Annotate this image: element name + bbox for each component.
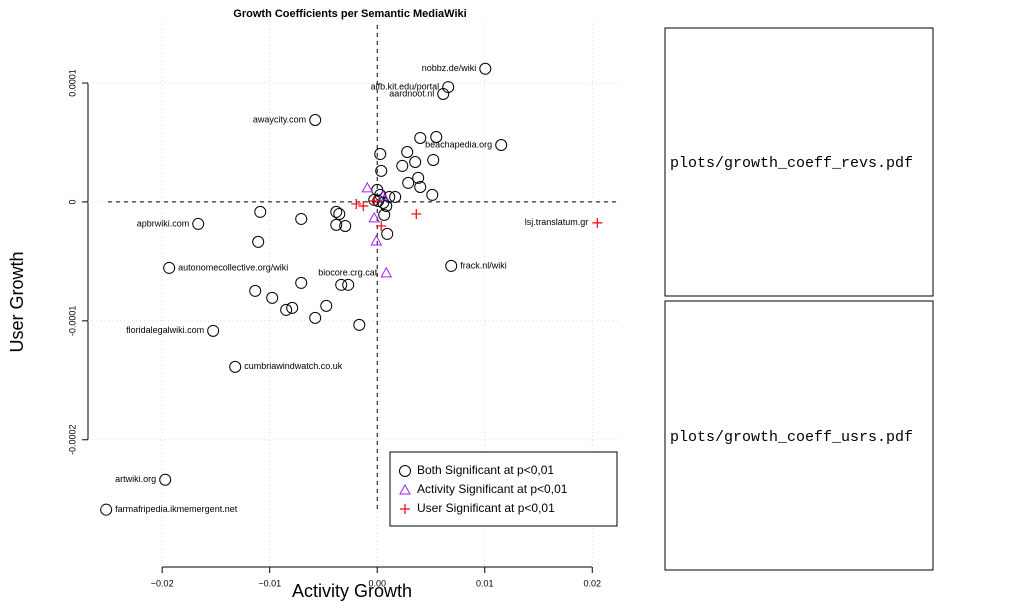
legend-marker	[400, 504, 410, 514]
point	[309, 114, 322, 127]
point	[295, 276, 308, 289]
point	[427, 153, 440, 166]
point	[377, 189, 390, 201]
x-tick-label: 0.02	[584, 578, 602, 588]
point-label: awaycity.com	[253, 114, 306, 124]
x-tick-label: −0.02	[151, 578, 174, 588]
x-tick-label: −0.01	[258, 578, 281, 588]
point-label: cumbriawindwatch.co.uk	[244, 361, 343, 371]
point	[254, 205, 267, 218]
legend-box	[389, 451, 618, 527]
y-tick-label: -0.0002	[67, 424, 77, 455]
point	[412, 171, 425, 184]
point	[375, 164, 388, 177]
point	[159, 473, 172, 486]
point	[411, 208, 422, 219]
y-tick-label: 0.0001	[67, 69, 77, 97]
point	[369, 195, 380, 206]
point	[402, 176, 415, 189]
x-axis-label: Activity Growth	[292, 581, 412, 601]
point	[330, 218, 343, 231]
point-label: aardnoot.nl	[389, 88, 434, 98]
point-label: farmafripedia.ikmemergent.net	[115, 504, 238, 514]
point	[100, 503, 113, 516]
point	[370, 234, 383, 246]
point	[389, 190, 402, 203]
point	[358, 200, 369, 211]
point-label: apbrwiki.com	[137, 218, 190, 228]
point	[592, 217, 603, 228]
point	[378, 208, 391, 221]
point	[252, 235, 265, 248]
point	[426, 188, 439, 201]
point-label: biocore.crg.cat	[318, 267, 378, 277]
point	[163, 261, 176, 274]
point	[361, 181, 374, 193]
placeholder-box	[664, 27, 934, 297]
point-label: floridalegalwiki.com	[126, 325, 204, 335]
point-label: lsj.translatum.gr	[525, 217, 589, 227]
point	[368, 211, 381, 223]
point-label: artwiki.org	[115, 474, 156, 484]
point	[381, 227, 394, 240]
legend-label: Both Significant at p<0,01	[417, 463, 554, 477]
point	[207, 324, 220, 337]
point-label: aifb.kit.edu/portal	[371, 81, 440, 91]
point	[351, 198, 362, 209]
point	[495, 138, 508, 151]
point	[249, 284, 262, 297]
point	[396, 159, 409, 172]
point	[353, 318, 366, 331]
x-tick-label: 0.00	[368, 578, 386, 588]
x-tick-label: 0.01	[476, 578, 494, 588]
point	[286, 301, 299, 314]
point	[377, 196, 390, 209]
placeholder-text: plots/growth_coeff_usrs.pdf	[670, 429, 913, 446]
y-tick-label: -0.0001	[67, 306, 77, 337]
point-label: nobbz.de/wiki	[422, 63, 477, 73]
point	[374, 148, 387, 161]
point	[409, 155, 422, 168]
y-axis-label: User Growth	[7, 251, 27, 352]
point	[229, 360, 242, 373]
point	[266, 291, 279, 304]
point	[280, 303, 293, 316]
point	[445, 259, 458, 272]
point-label: beachapedia.org	[425, 139, 492, 149]
point	[192, 217, 205, 230]
point	[430, 131, 443, 144]
legend-label: Activity Significant at p<0,01	[417, 482, 568, 496]
placeholder-text: plots/growth_coeff_revs.pdf	[670, 155, 913, 172]
point-label: frack.nl/wiki	[460, 260, 507, 270]
placeholder-box	[664, 300, 934, 571]
point	[309, 311, 322, 324]
chart-title: Growth Coefficients per Semantic MediaWi…	[233, 8, 466, 20]
point-label: autonomecollective.org/wiki	[178, 262, 288, 272]
point	[479, 62, 492, 75]
legend-label: User Significant at p<0,01	[417, 501, 555, 515]
legend-marker	[399, 483, 411, 495]
point	[333, 207, 346, 220]
point	[376, 220, 387, 231]
point	[335, 278, 348, 291]
point	[401, 145, 414, 158]
y-tick-label: 0	[67, 199, 77, 204]
point	[380, 266, 393, 278]
point	[342, 278, 355, 291]
point	[295, 212, 308, 225]
point	[320, 299, 333, 312]
point	[437, 87, 450, 100]
point	[414, 131, 427, 144]
point	[414, 180, 427, 193]
point	[330, 205, 343, 218]
legend-marker	[399, 465, 411, 477]
point	[339, 219, 352, 232]
